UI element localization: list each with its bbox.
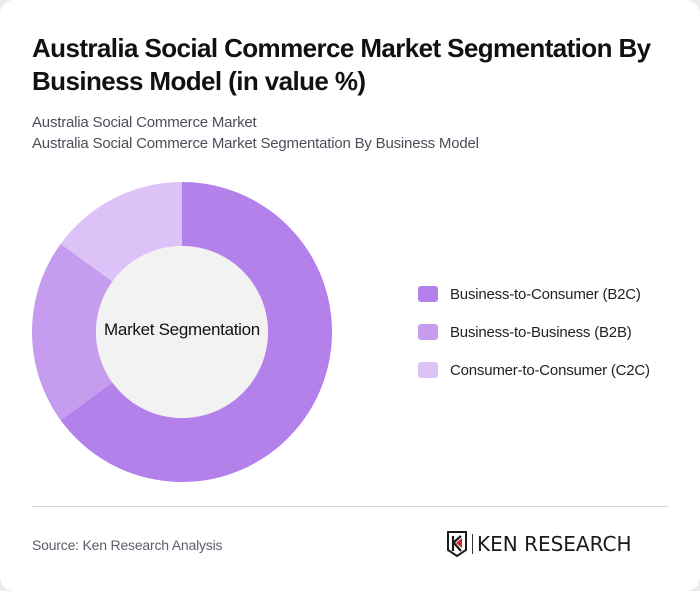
logo-separator: [472, 534, 473, 554]
legend-item-b2b[interactable]: Business-to-Business (B2B): [418, 322, 650, 342]
legend-item-b2c[interactable]: Business-to-Consumer (B2C): [418, 284, 650, 304]
legend-label-b2c: Business-to-Consumer (B2C): [450, 285, 641, 303]
donut-chart: [32, 182, 332, 482]
donut-slice-b2b[interactable]: [32, 243, 113, 421]
legend-swatch-b2b: [418, 324, 438, 340]
legend-item-c2c[interactable]: Consumer-to-Consumer (C2C): [418, 360, 650, 380]
chart-title: Australia Social Commerce Market Segment…: [32, 33, 651, 96]
ken-research-k-shield-icon: [447, 531, 467, 557]
legend-label-c2c: Consumer-to-Consumer (C2C): [450, 361, 650, 379]
footer-divider: [32, 506, 668, 507]
source-note: Source: Ken Research Analysis: [32, 537, 223, 553]
donut-center: [96, 246, 268, 418]
chart-legend: Business-to-Consumer (B2C) Business-to-B…: [418, 284, 650, 398]
donut-slice-b2c[interactable]: [60, 182, 332, 482]
chart-subtitle-market: Australia Social Commerce Market: [32, 114, 257, 131]
donut-center-label: Market Segmentation: [104, 320, 260, 339]
ken-research-logo: KEN RESEARCH: [446, 530, 632, 558]
chart-subtitle-segmentation: Australia Social Commerce Market Segment…: [32, 135, 479, 152]
legend-swatch-c2c: [418, 362, 438, 378]
legend-swatch-b2c: [418, 286, 438, 302]
legend-label-b2b: Business-to-Business (B2B): [450, 323, 632, 341]
donut-slice-c2c[interactable]: [60, 182, 182, 282]
logo-text: KEN RESEARCH: [477, 532, 632, 556]
